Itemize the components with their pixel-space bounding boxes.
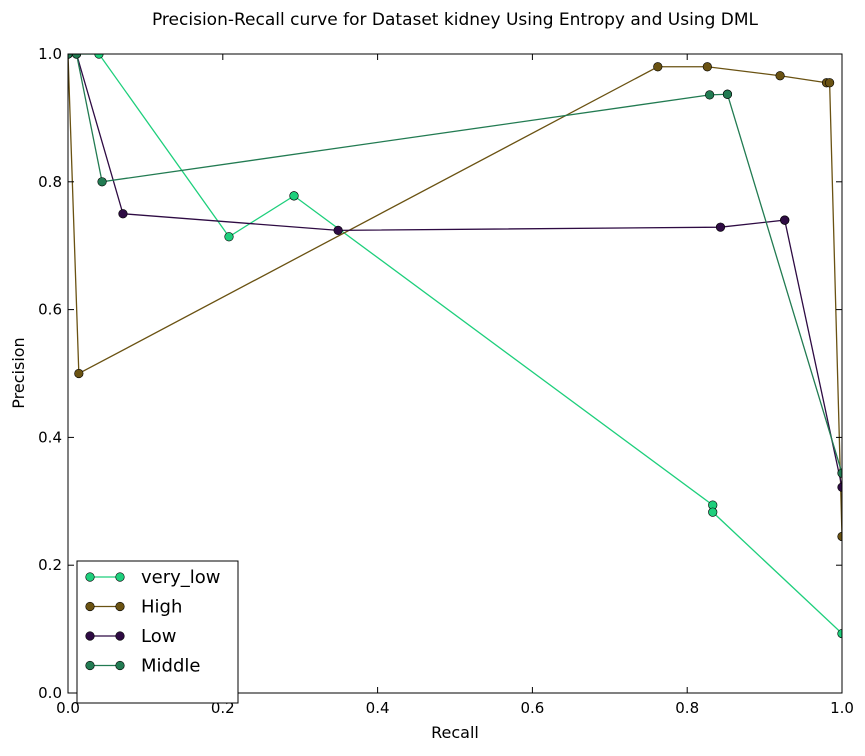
legend-item-Low: Low <box>85 626 176 647</box>
x-tick-label: 0.6 <box>520 699 544 717</box>
legend-label: High <box>141 597 182 618</box>
data-point-Low <box>780 215 790 225</box>
data-point-very_low <box>289 191 299 201</box>
data-point-Middle <box>837 468 842 478</box>
legend-box <box>76 560 239 704</box>
legend-label: Low <box>141 626 176 647</box>
plot-area <box>67 53 843 694</box>
series-High <box>68 54 842 542</box>
legend-marker <box>85 572 95 582</box>
legend-marker <box>85 660 95 671</box>
x-tick-label: 0.8 <box>675 699 699 717</box>
data-point-very_low <box>708 507 718 517</box>
data-point-High <box>837 531 842 542</box>
data-point-Middle <box>705 90 715 100</box>
series-line-Middle <box>68 54 842 474</box>
series-line-very_low <box>68 54 842 635</box>
data-point-High <box>702 62 712 72</box>
legend-marker <box>115 631 125 641</box>
data-point-High <box>74 368 84 379</box>
data-point-Middle <box>722 89 733 99</box>
data-point-very_low <box>837 628 842 639</box>
plot-frame <box>67 53 843 694</box>
y-axis-label: Precision <box>9 337 28 408</box>
data-point-very_low <box>224 232 234 242</box>
data-point-Low <box>118 209 128 219</box>
legend-marker <box>115 601 125 612</box>
axis-ticks: 0.0 0.2 0.4 0.6 0.8 1.00.00.20.40.60.81.0 <box>38 45 854 717</box>
legend-item-High: High <box>85 597 182 618</box>
legend-item-Middle: Middle <box>85 656 200 677</box>
y-tick-label: 0.2 <box>38 556 62 574</box>
data-point-Middle <box>97 177 107 187</box>
y-tick-label: 0.4 <box>38 428 62 446</box>
y-tick-label: 0.8 <box>38 173 62 191</box>
data-point-High <box>775 71 785 81</box>
x-tick-label: 0.4 <box>366 699 390 717</box>
legend-item-very_low: very_low <box>85 567 221 588</box>
data-point-High <box>653 62 663 72</box>
legend-marker <box>85 601 95 612</box>
series-Middle <box>68 54 842 478</box>
data-point-Low <box>333 225 343 235</box>
legend: very_low High Low Middle <box>76 560 239 704</box>
chart-title: Precision-Recall curve for Dataset kidne… <box>152 10 759 30</box>
legend-label: very_low <box>141 567 221 588</box>
y-tick-label: 0.0 <box>38 684 62 702</box>
series-group <box>68 54 842 639</box>
data-point-Low <box>837 482 842 492</box>
data-point-Low <box>715 222 726 232</box>
x-axis-label: Recall <box>431 723 479 742</box>
legend-label: Middle <box>141 656 200 677</box>
y-tick-label: 1.0 <box>38 45 62 63</box>
y-tick-label: 0.6 <box>38 301 62 319</box>
series-line-High <box>68 54 842 537</box>
data-point-High <box>825 78 835 88</box>
legend-marker <box>85 631 95 641</box>
series-very_low <box>68 54 842 639</box>
legend-marker <box>115 660 125 671</box>
series-Low <box>68 54 842 492</box>
series-line-Low <box>68 54 842 488</box>
x-tick-label: 1.0 <box>830 699 854 717</box>
x-tick-label: 0.0 <box>56 699 80 717</box>
legend-marker <box>115 572 125 582</box>
